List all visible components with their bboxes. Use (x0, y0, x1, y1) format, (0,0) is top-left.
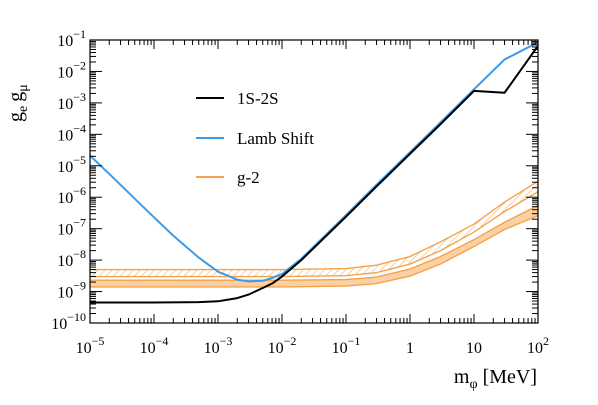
x-axis-title: mφ [MeV] (454, 366, 537, 392)
y-tick-label: 10−1 (57, 27, 86, 50)
y-tick-label: 10−8 (57, 247, 86, 270)
x-tick-label: 102 (527, 334, 549, 357)
legend-label-lamb-shift: Lamb Shift (237, 129, 314, 148)
x-tick-label: 10−3 (204, 334, 233, 357)
x-tick-label: 10−2 (268, 334, 297, 357)
y-tick-label: 10−3 (57, 90, 86, 113)
y-tick-label: 10−5 (57, 153, 86, 176)
svg-text:gegμ: gegμ (5, 84, 31, 122)
series-line-lamb-shift (90, 41, 538, 283)
g2-band-solid-upper-edge (90, 204, 538, 281)
y-tick-label: 10−9 (57, 279, 86, 302)
ticks-layer (89, 39, 539, 324)
g2-band-hatched-upper-edge (90, 180, 538, 271)
legend: 1S-2S Lamb Shift g-2 (196, 89, 314, 187)
y-axis-title-g1: g (5, 112, 27, 122)
g2-band-solid-lower-edge (90, 214, 538, 288)
legend-label-1s2s: 1S-2S (237, 89, 279, 108)
y-axis-title: gegμ (5, 84, 31, 122)
g2-band-hatched-lower-edge (90, 191, 538, 278)
g2-bands-layer (90, 180, 538, 288)
x-tick-label: 10−1 (332, 334, 361, 357)
y-tick-label: 10−10 (51, 310, 86, 333)
x-tick-label: 1 (406, 340, 414, 357)
y-axis-title-sub2: μ (16, 84, 31, 92)
series-line-1s2s (90, 45, 538, 304)
y-tick-label: 10−7 (57, 216, 86, 239)
tick-labels-layer: 10−5 10−4 10−3 10−2 10−1 1 10 102 10−10 10−9 10−8 1… (51, 27, 549, 357)
y-tick-label: 10−2 (57, 58, 86, 81)
svg-text:mφ [MeV]: mφ [MeV] (454, 366, 537, 392)
x-axis-title-rest: [MeV] (478, 366, 537, 388)
y-axis-title-g2: g (5, 92, 27, 102)
plot-frame (89, 39, 539, 324)
x-tick-label: 10 (466, 340, 482, 357)
x-axis-title-sub: φ (469, 377, 477, 392)
g2-band-hatched (90, 181, 538, 277)
x-tick-label: 10−4 (140, 334, 169, 357)
y-tick-label: 10−6 (57, 184, 86, 207)
g2-band-solid (90, 205, 538, 287)
legend-label-g2: g-2 (237, 168, 260, 187)
lines-layer (90, 41, 538, 304)
y-axis-title-sub1: e (16, 106, 31, 112)
y-tick-label: 10−4 (57, 121, 86, 144)
x-axis-title-base: m (454, 366, 470, 388)
x-tick-label: 10−5 (76, 334, 105, 357)
